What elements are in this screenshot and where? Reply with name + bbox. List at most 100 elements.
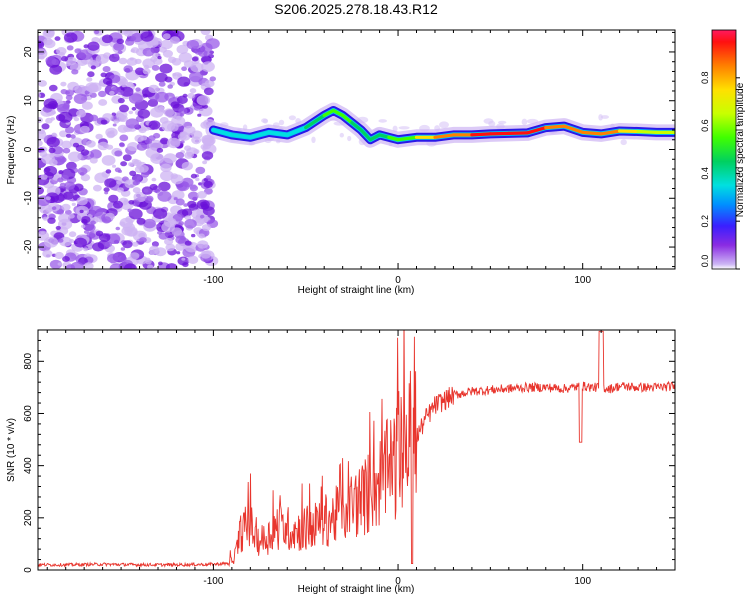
- noise-blob: [194, 48, 203, 55]
- noise-blob: [136, 217, 146, 225]
- noise-blob: [165, 263, 178, 269]
- y-tick-label: -10: [23, 191, 34, 206]
- noise-blob: [175, 235, 186, 244]
- noise-blob: [65, 56, 77, 66]
- noise-blob: [135, 87, 141, 92]
- noise-blob: [142, 47, 154, 57]
- noise-blob: [158, 232, 168, 240]
- noise-blob: [202, 160, 208, 165]
- x-tick-label: -100: [203, 576, 223, 587]
- snr-frame: [37, 329, 676, 571]
- noise-blob: [131, 32, 144, 43]
- noise-blob: [134, 165, 145, 174]
- noise-blob: [51, 132, 57, 137]
- noise-blob: [79, 209, 84, 214]
- noise-blob: [42, 30, 55, 39]
- noise-blob: [151, 177, 157, 182]
- noise-blob: [90, 220, 96, 225]
- noise-blob: [68, 151, 82, 162]
- colorbar-bar: [711, 29, 737, 270]
- noise-blob: [128, 200, 135, 205]
- snr-line: [38, 330, 675, 568]
- noise-blob: [56, 208, 64, 215]
- noise-blob: [80, 224, 86, 229]
- noise-blob: [71, 69, 79, 75]
- noise-blob: [70, 134, 76, 139]
- noise-blob: [74, 237, 87, 248]
- noise-blob: [208, 54, 214, 59]
- noise-blob: [132, 180, 139, 186]
- noise-blob: [49, 259, 62, 269]
- noise-blob: [104, 191, 109, 195]
- noise-blob: [190, 173, 197, 179]
- ridge-segment: [507, 131, 529, 135]
- noise-blob: [153, 37, 163, 45]
- noise-blob: [51, 59, 60, 65]
- noise-blob: [175, 152, 185, 159]
- noise-blob: [94, 30, 100, 35]
- noise-blob: [142, 68, 151, 75]
- noise-blob: [106, 131, 116, 139]
- noise-blob: [70, 261, 84, 269]
- noise-blob: [47, 217, 56, 224]
- x-tick-label: 100: [574, 576, 591, 587]
- noise-blob: [79, 125, 90, 134]
- noise-blob: [156, 223, 162, 228]
- noise-blob: [171, 190, 185, 200]
- noise-blob: [158, 81, 166, 87]
- noise-blob: [189, 88, 197, 94]
- noise-blob: [150, 153, 165, 165]
- noise-blob: [163, 153, 177, 164]
- noise-blob: [339, 132, 344, 138]
- ridge-segment: [636, 129, 659, 134]
- colorbar-tick-label: 0.2: [700, 215, 710, 228]
- noise-blob: [38, 48, 48, 59]
- noise-blob: [105, 169, 112, 174]
- noise-blob: [176, 44, 189, 55]
- noise-blob: [189, 71, 204, 83]
- noise-blob: [173, 197, 178, 201]
- noise-blob: [116, 38, 125, 45]
- noise-blob: [49, 84, 58, 92]
- figure-title: S206.2025.278.18.43.R12: [274, 1, 438, 17]
- ridge-segment: [322, 108, 335, 118]
- noise-blob: [157, 56, 162, 60]
- noise-blob: [311, 136, 316, 143]
- noise-blob: [56, 157, 62, 162]
- noise-blob: [114, 252, 119, 256]
- y-tick-label: 600: [23, 405, 34, 422]
- noise-blob: [59, 130, 68, 138]
- noise-blob: [116, 187, 124, 193]
- noise-blob: [89, 205, 104, 217]
- noise-blob: [106, 144, 114, 150]
- noise-blob: [198, 233, 205, 239]
- colorbar-tick-label: 0.6: [700, 119, 710, 132]
- noise-blob: [102, 77, 113, 85]
- colorbar-tick-label: 0.8: [700, 72, 710, 85]
- ridge-segment: [562, 124, 585, 134]
- ridge-segment: [331, 108, 345, 118]
- noise-blob: [147, 264, 154, 269]
- noise-blob: [81, 101, 93, 110]
- ridge-segment: [248, 130, 271, 139]
- noise-blob: [126, 81, 134, 87]
- noise-blob: [176, 95, 188, 105]
- noise-blob: [111, 112, 117, 116]
- noise-blob: [93, 184, 102, 192]
- noise-blob: [112, 164, 116, 168]
- noise-blob: [38, 139, 43, 147]
- noise-blob: [202, 135, 216, 146]
- noise-blob: [159, 63, 173, 74]
- noise-blob: [195, 177, 200, 182]
- ridge-segment: [396, 135, 419, 142]
- noise-blob: [113, 53, 119, 58]
- noise-blob: [194, 105, 201, 111]
- noise-blob: [108, 194, 119, 203]
- noise-blob: [187, 255, 199, 264]
- noise-blob: [140, 135, 148, 141]
- noise-blob: [87, 60, 100, 69]
- noise-blob: [123, 30, 133, 37]
- noise-blob: [123, 65, 133, 73]
- spectrogram-x-ticks: -100 0 100: [46, 30, 676, 286]
